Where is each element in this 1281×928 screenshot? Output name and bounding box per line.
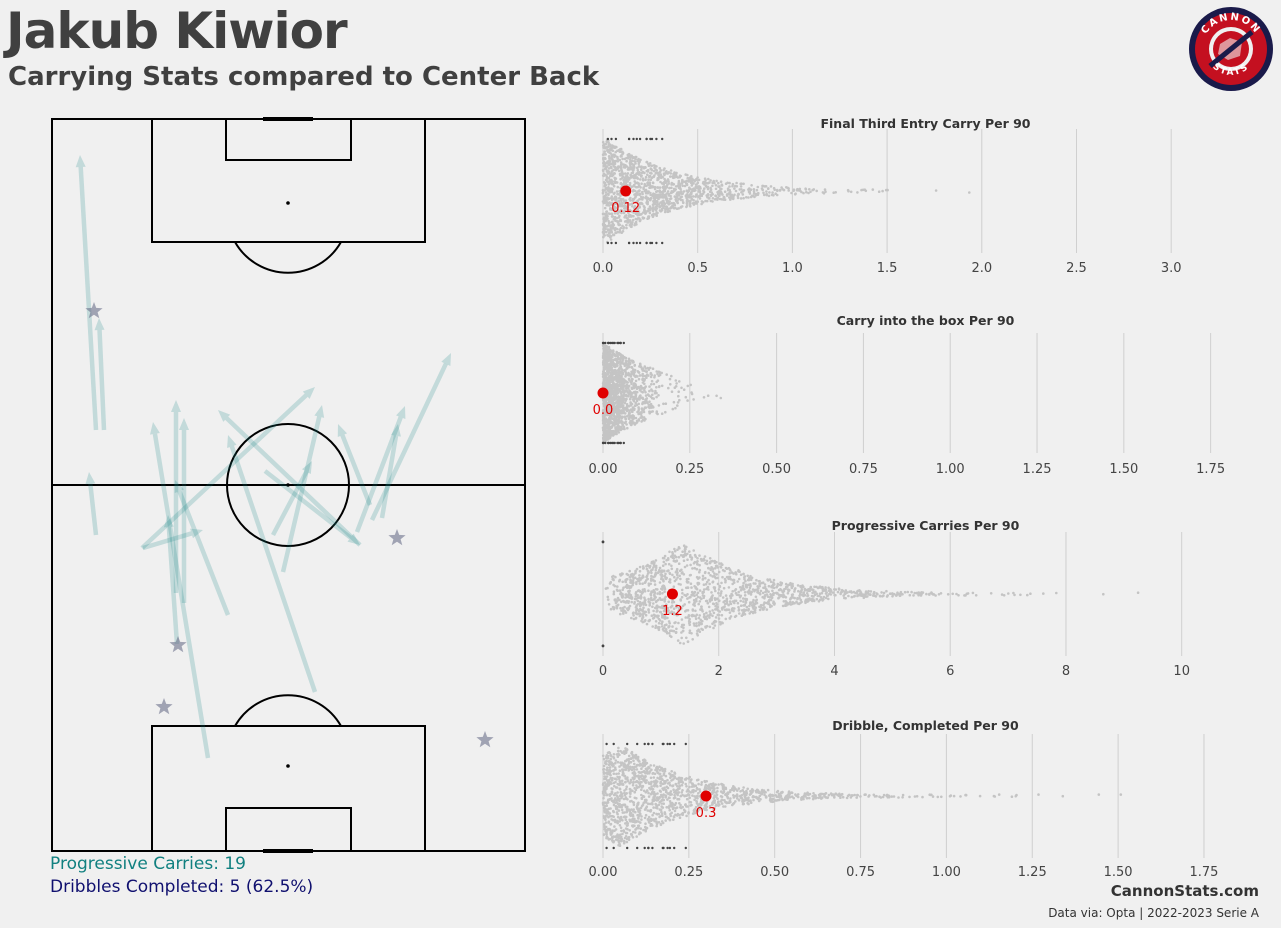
bottom-penalty-arc [234,694,342,727]
swarm-panel: Final Third Entry Carry Per 90 0.0 0.5 1.0 1… [593,116,1182,276]
player-marker [666,588,678,600]
progressive-carries-legend: Progressive Carries: 19 [50,854,246,874]
cannon-stats-logo: CANNON STATS [1189,7,1273,91]
carry-arrow [85,472,99,536]
swarm-dots [601,137,971,245]
tick-label: 1.25 [1018,865,1047,880]
footer-source: Data via: Opta | 2022-2023 Serie A [1048,906,1259,920]
carry-arrow [263,469,360,545]
progressive-carries-layer [75,155,451,759]
player-value-label: 0.3 [696,806,717,821]
tick-label: 1.0 [782,261,803,276]
top-penalty-arc [234,241,342,274]
dribble-star [476,731,494,748]
swarm-panel: Progressive Carries Per 90 0 2 4 6 8 10 1.2 [599,518,1190,679]
tick-label: 1.5 [877,261,898,276]
swarm-dots [601,742,1123,850]
pitch-map [51,117,526,853]
tick-label: 10 [1173,664,1190,679]
player-value-label: 1.2 [662,604,683,619]
tick-label: 0.50 [760,865,789,880]
tick-label: 4 [830,664,838,679]
carry-arrow [150,422,211,759]
tick-label: 6 [946,664,954,679]
tick-label: 1.25 [1023,462,1052,477]
tick-label: 0.0 [593,261,614,276]
swarm-title: Carry into the box Per 90 [837,313,1015,328]
tick-label: 1.00 [936,462,965,477]
tick-label: 8 [1062,664,1070,679]
swarm-panel: Dribble, Completed Per 90 0.00 0.25 0.50 0.7… [589,718,1219,880]
tick-label: 0.25 [674,865,703,880]
dribble-star [155,698,173,715]
carry-arrow [337,424,373,506]
player-marker [620,185,632,197]
tick-label: 2 [715,664,723,679]
player-value-label: 0.0 [593,403,614,418]
dribbles-layer [85,302,494,748]
tick-label: 2.5 [1066,261,1087,276]
swarm-panel: Carry into the box Per 90 0.00 0.25 0.50 0.7… [589,313,1226,477]
tick-label: 1.50 [1104,865,1133,880]
top-penalty-box [151,118,426,243]
tick-label: 0 [599,664,607,679]
swarm-dots [601,341,723,445]
tick-label: 1.75 [1196,462,1225,477]
tick-label: 2.0 [971,261,992,276]
top-penalty-spot [286,201,290,205]
swarm-title: Progressive Carries Per 90 [832,518,1020,533]
carry-arrow [75,155,99,431]
tick-label: 0.75 [849,462,878,477]
swarm-title: Dribble, Completed Per 90 [832,718,1019,733]
tick-label: 0.75 [846,865,875,880]
footer-site: CannonStats.com [1110,882,1259,900]
tick-label: 3.0 [1161,261,1182,276]
tick-label: 1.75 [1189,865,1218,880]
dribbles-completed-legend: Dribbles Completed: 5 (62.5%) [50,877,314,897]
tick-label: 1.50 [1109,462,1138,477]
swarm-title: Final Third Entry Carry Per 90 [820,116,1030,131]
bottom-penalty-spot [286,764,290,768]
tick-label: 1.00 [932,865,961,880]
tick-label: 0.50 [762,462,791,477]
dribble-star [388,529,406,546]
tick-label: 0.00 [589,865,618,880]
tick-label: 0.00 [589,462,618,477]
tick-label: 0.5 [687,261,708,276]
player-value-label: 0.12 [611,201,640,216]
tick-label: 0.25 [675,462,704,477]
dribble-star [169,636,187,653]
top-six-yard-box [225,118,352,161]
player-marker [700,790,712,802]
swarm-dots [601,540,1140,648]
bottom-penalty-box [151,725,426,852]
player-marker [597,387,609,399]
bottom-six-yard-box [225,807,352,852]
